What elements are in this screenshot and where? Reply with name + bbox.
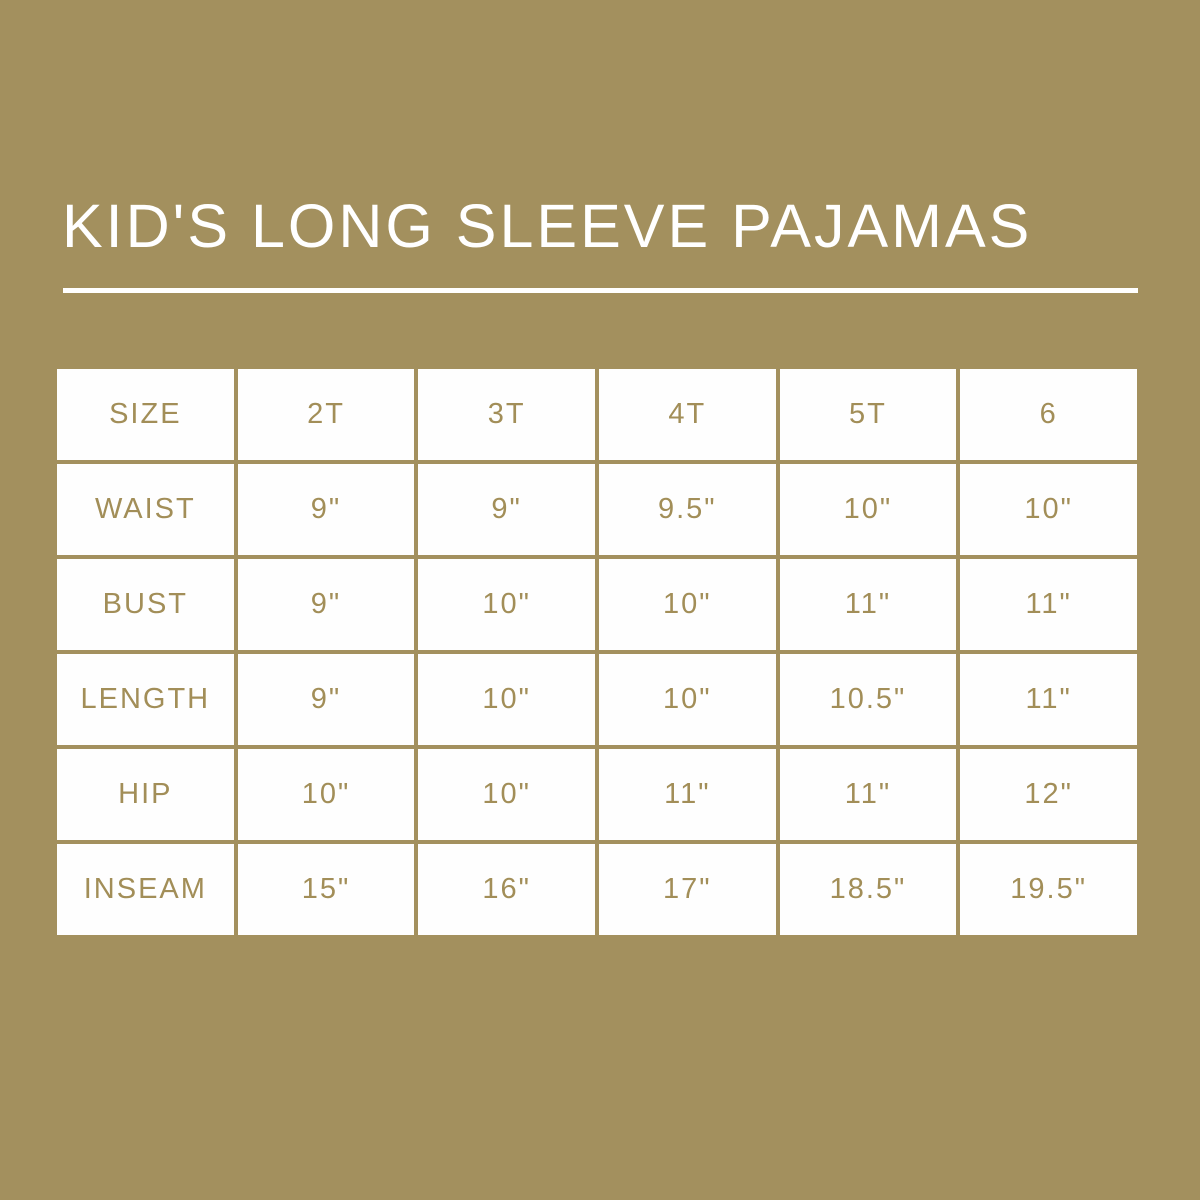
table-cell: 17" (598, 844, 776, 935)
table-cell: 10" (418, 749, 595, 840)
table-row-length: LENGTH 9" 10" 10" 10.5" 11" (57, 654, 1137, 745)
table-header-cell-6: 6 (960, 369, 1137, 460)
table-cell: 10.5" (779, 654, 957, 745)
table-cell: 10" (779, 464, 957, 555)
table-row-bust: BUST 9" 10" 10" 11" 11" (57, 559, 1137, 650)
table-row-waist: WAIST 9" 9" 9.5" 10" 10" (57, 464, 1137, 555)
table-cell: 11" (960, 654, 1137, 745)
title-divider (63, 288, 1138, 293)
table-cell: 10" (960, 464, 1137, 555)
table-header-cell-3t: 3T (418, 369, 595, 460)
table-cell: 9.5" (598, 464, 776, 555)
table-cell: 10" (237, 749, 415, 840)
table-cell: 18.5" (779, 844, 957, 935)
table-cell: 15" (237, 844, 415, 935)
table-cell: 11" (598, 749, 776, 840)
table-cell: 9" (237, 464, 415, 555)
table-cell: 9" (237, 559, 415, 650)
table-cell: 11" (779, 749, 957, 840)
table-cell: 9" (237, 654, 415, 745)
size-chart-table: SIZE 2T 3T 4T 5T 6 WAIST 9" 9" 9.5" 10" … (53, 365, 1141, 939)
table-cell: 10" (418, 559, 595, 650)
row-label-cell: LENGTH (57, 654, 234, 745)
table-cell: 12" (960, 749, 1137, 840)
table-row-inseam: INSEAM 15" 16" 17" 18.5" 19.5" (57, 844, 1137, 935)
table-cell: 19.5" (960, 844, 1137, 935)
table-header-cell-size: SIZE (57, 369, 234, 460)
table-cell: 10" (598, 559, 776, 650)
table-header-cell-2t: 2T (237, 369, 415, 460)
table-cell: 10" (598, 654, 776, 745)
table-cell: 10" (418, 654, 595, 745)
row-label-cell: INSEAM (57, 844, 234, 935)
table-row-hip: HIP 10" 10" 11" 11" 12" (57, 749, 1137, 840)
table-header-row: SIZE 2T 3T 4T 5T 6 (57, 369, 1137, 460)
table-header-cell-5t: 5T (779, 369, 957, 460)
table-header-cell-4t: 4T (598, 369, 776, 460)
row-label-cell: BUST (57, 559, 234, 650)
table-cell: 9" (418, 464, 595, 555)
table-cell: 11" (960, 559, 1137, 650)
table-cell: 11" (779, 559, 957, 650)
page-title: KID'S LONG SLEEVE PAJAMAS (62, 192, 1033, 260)
table-cell: 16" (418, 844, 595, 935)
row-label-cell: WAIST (57, 464, 234, 555)
row-label-cell: HIP (57, 749, 234, 840)
